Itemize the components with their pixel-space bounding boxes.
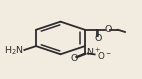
Text: O: O (71, 54, 78, 63)
Text: O: O (94, 34, 102, 43)
Text: O$^-$: O$^-$ (97, 50, 111, 61)
Text: O: O (104, 25, 111, 34)
Text: N$^+$: N$^+$ (86, 47, 101, 59)
Text: H$_2$N: H$_2$N (4, 44, 24, 57)
